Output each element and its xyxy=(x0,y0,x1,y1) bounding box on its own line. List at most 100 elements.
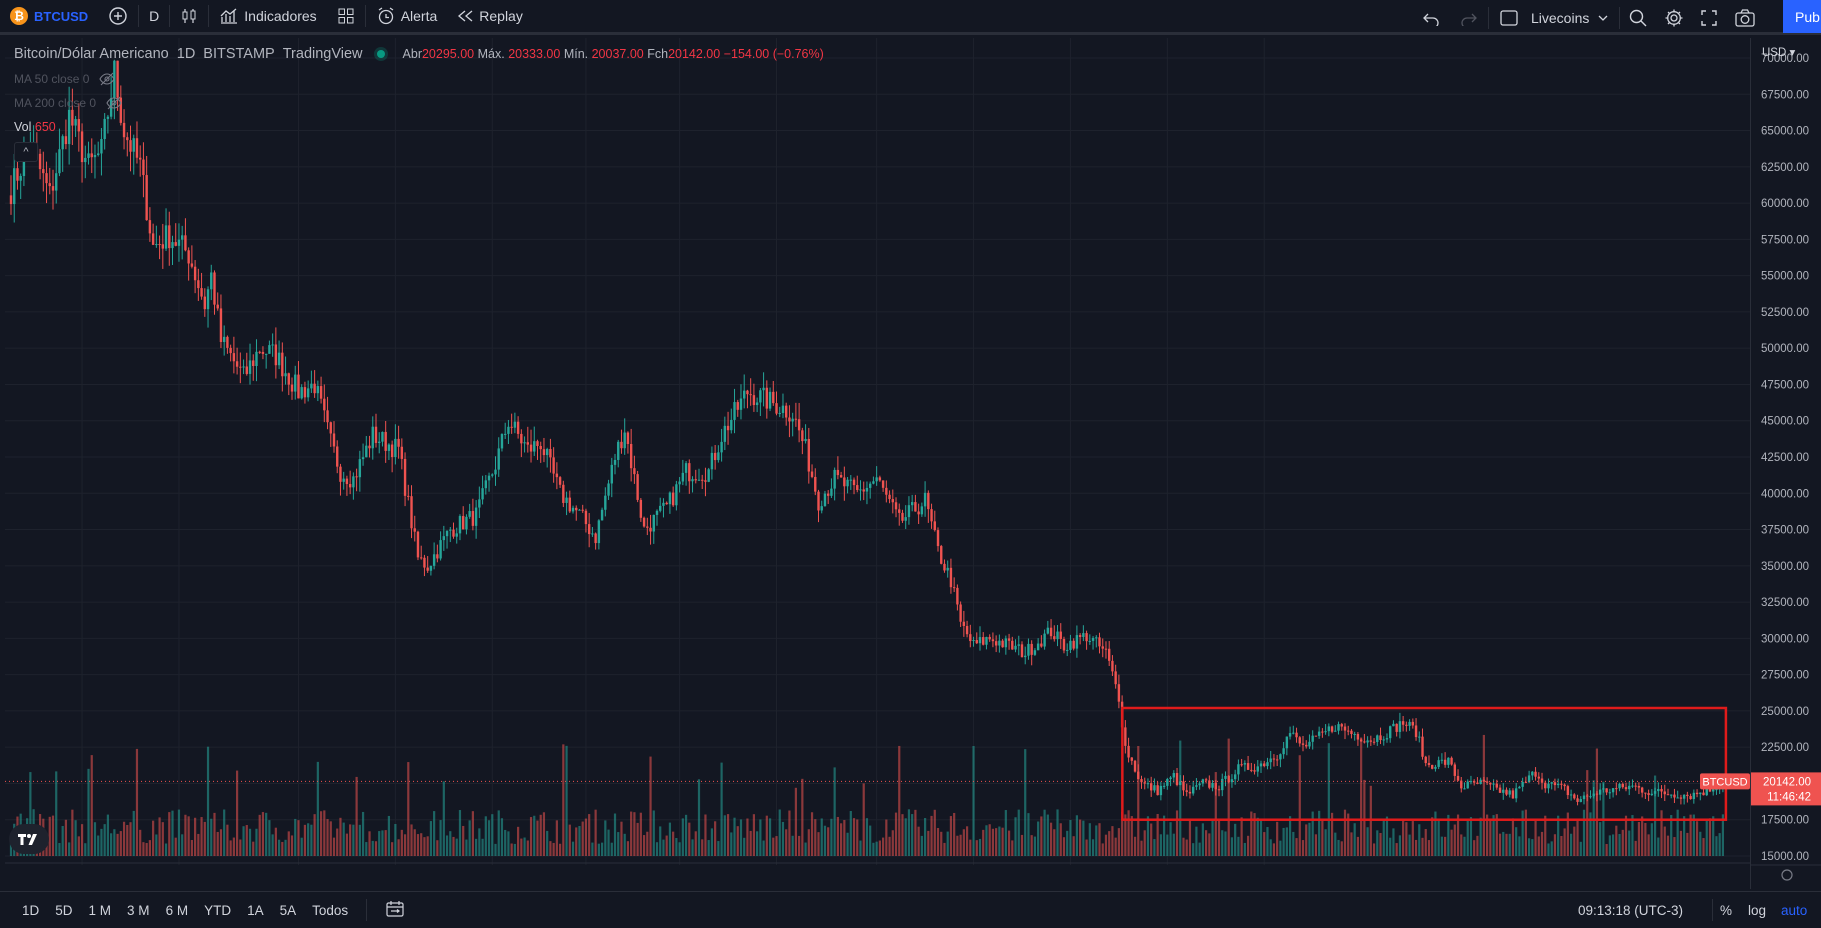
candle-body xyxy=(1298,737,1301,744)
volume-bar xyxy=(1498,833,1502,856)
volume-bar xyxy=(1634,840,1637,856)
indicator-ma50[interactable]: MA 50 close 0 xyxy=(14,72,115,86)
candle-body xyxy=(1059,631,1062,639)
volume-bar xyxy=(552,842,555,856)
snapshot-button[interactable] xyxy=(1726,0,1764,35)
volume-bar xyxy=(145,843,148,856)
volume-bar xyxy=(471,811,474,856)
volume-bar xyxy=(497,810,500,856)
candle-body xyxy=(1518,786,1521,789)
eye-hidden-icon[interactable] xyxy=(99,72,115,86)
candle-body xyxy=(239,366,242,368)
range-6m[interactable]: 6 M xyxy=(165,902,189,918)
templates-button[interactable] xyxy=(327,0,365,34)
log-scale-toggle[interactable]: log xyxy=(1748,902,1767,918)
candle-body xyxy=(394,438,397,458)
goto-date-button[interactable] xyxy=(377,900,413,921)
candle-body xyxy=(1130,757,1134,761)
redo-button[interactable] xyxy=(1450,0,1488,35)
candle-body xyxy=(1615,788,1618,790)
candle-body xyxy=(788,417,791,422)
candle-body xyxy=(271,344,274,346)
symbol-search[interactable]: ₿ BTCUSD xyxy=(0,0,98,34)
tradingview-logo[interactable] xyxy=(9,824,49,854)
currency-selector[interactable]: USD ▾ xyxy=(1762,45,1795,59)
volume-bar xyxy=(1143,830,1146,856)
volume-bar xyxy=(1644,823,1647,856)
range-1d[interactable]: 1D xyxy=(22,902,40,918)
volume-legend[interactable]: Vol 650 xyxy=(14,120,56,134)
replay-button[interactable]: Replay xyxy=(447,0,533,34)
volume-bar xyxy=(274,827,277,856)
volume-bar xyxy=(1456,814,1460,856)
volume-bar xyxy=(1641,816,1644,856)
volume-bar xyxy=(1676,809,1679,856)
undo-button[interactable] xyxy=(1412,0,1450,35)
chevron-up-icon: ^ xyxy=(23,146,29,158)
range-all[interactable]: Todos xyxy=(312,902,349,918)
volume-bar xyxy=(1553,834,1557,856)
volume-bar xyxy=(71,809,74,856)
candle-body xyxy=(281,352,284,377)
chart-type-button[interactable] xyxy=(170,0,208,34)
eye-hidden-icon[interactable] xyxy=(106,96,122,110)
range-ytd[interactable]: YTD xyxy=(204,902,232,918)
candle-body xyxy=(203,296,206,310)
volume-bar xyxy=(898,745,901,856)
interval-button[interactable]: D xyxy=(139,0,169,34)
candle-body xyxy=(843,477,846,487)
layout-button[interactable]: Livecoins xyxy=(1489,0,1619,35)
candle-body xyxy=(1098,637,1101,647)
settings-button[interactable] xyxy=(1656,0,1692,35)
volume-bar xyxy=(90,755,93,856)
volume-bar xyxy=(833,767,836,856)
redo-icon xyxy=(1461,13,1477,26)
candle-body xyxy=(1582,795,1586,800)
percent-scale-toggle[interactable]: % xyxy=(1720,902,1733,918)
fullscreen-button[interactable] xyxy=(1692,0,1726,35)
candle-body xyxy=(1679,797,1683,799)
volume-bar xyxy=(1017,809,1020,856)
volume-bar xyxy=(529,817,533,856)
price-axis[interactable]: 70000.00 67500.00 65000.00 62500.00 60000.00… xyxy=(1750,38,1821,889)
collapse-legend-button[interactable]: ^ xyxy=(14,142,38,162)
volume-bar xyxy=(849,810,852,856)
candle-body xyxy=(1250,769,1253,771)
chevron-down-icon xyxy=(1598,15,1608,21)
volume-bar xyxy=(1324,829,1327,856)
range-3m[interactable]: 3 M xyxy=(127,902,150,918)
price-tick-label: 22500.00 xyxy=(1761,742,1809,754)
candle-body xyxy=(206,289,210,310)
publish-button[interactable]: Pub xyxy=(1783,0,1821,33)
search-button[interactable] xyxy=(1620,0,1656,35)
auto-scale-toggle[interactable]: auto xyxy=(1781,902,1808,918)
volume-bar xyxy=(1288,816,1292,856)
range-5a[interactable]: 5A xyxy=(279,902,297,918)
candle-body xyxy=(1650,793,1654,795)
volume-bar xyxy=(336,828,339,856)
candle-body xyxy=(1450,757,1453,765)
volume-bar xyxy=(371,840,374,856)
indicator-ma200[interactable]: MA 200 close 0 xyxy=(14,96,122,110)
candle-body xyxy=(1327,726,1331,732)
volume-value: 650 xyxy=(34,120,56,134)
range-1m[interactable]: 1 M xyxy=(88,902,112,918)
indicators-button[interactable]: Indicadores xyxy=(209,0,326,34)
volume-bar xyxy=(1586,770,1589,856)
range-5d[interactable]: 5D xyxy=(55,902,73,918)
candle-body xyxy=(1673,794,1676,798)
price-chart[interactable]: BTCUSDNovDez2022FevMarAbrMaioJunJulAgoSe… xyxy=(5,38,1750,865)
volume-bar xyxy=(1379,832,1382,856)
indicators-icon xyxy=(220,8,238,24)
compare-symbol-button[interactable] xyxy=(98,0,138,34)
volume-bar xyxy=(158,817,161,856)
clock-timezone[interactable]: 09:13:18 (UTC-3) xyxy=(1578,902,1684,918)
candle-body xyxy=(258,351,261,353)
candle-body xyxy=(901,512,904,521)
candle-body xyxy=(597,520,601,544)
range-1a[interactable]: 1A xyxy=(247,902,264,918)
alert-button[interactable]: Alerta xyxy=(366,0,448,34)
candle-body xyxy=(814,476,817,492)
volume-bar xyxy=(468,820,471,856)
volume-bar xyxy=(972,746,975,856)
